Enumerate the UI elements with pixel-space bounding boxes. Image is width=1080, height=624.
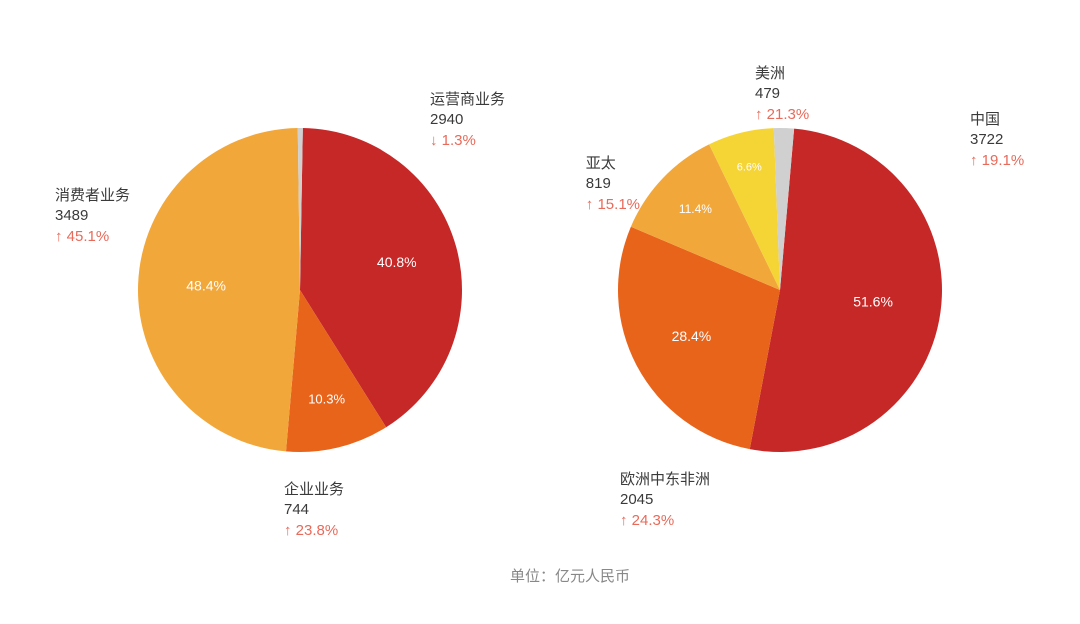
segment-name: 欧洲中东非洲 — [620, 470, 710, 490]
segment-value: 3722 — [970, 130, 1024, 150]
slice-pct-label: 40.8% — [377, 254, 417, 270]
segment-value: 819 — [586, 174, 640, 194]
regional-pie: 51.6% 28.4% 11.4% 6.6% — [616, 126, 944, 454]
segment-name: 亚太 — [586, 154, 640, 174]
segment-label-apac: 亚太819↑ 15.1% — [586, 154, 640, 215]
segment-delta: ↑ 15.1% — [586, 195, 640, 215]
segment-name: 企业业务 — [284, 480, 344, 500]
business-segment-pie: 40.8% 10.3% 48.4% — [136, 126, 464, 454]
segment-value: 479 — [755, 84, 809, 104]
slice-pct-label: 10.3% — [308, 392, 345, 407]
unit-footer: 单位：亿元人民币 — [510, 565, 630, 586]
segment-delta: ↑ 24.3% — [620, 511, 710, 531]
segment-label-americas: 美洲479↑ 21.3% — [755, 64, 809, 125]
segment-name: 美洲 — [755, 64, 809, 84]
segment-label-enterprise: 企业业务744↑ 23.8% — [284, 480, 344, 541]
segment-label-carrier: 运营商业务2940↓ 1.3% — [430, 90, 505, 151]
segment-delta: ↑ 23.8% — [284, 521, 344, 541]
segment-name: 中国 — [970, 110, 1024, 130]
slice-pct-label: 11.4% — [679, 202, 712, 216]
segment-label-china: 中国3722↑ 19.1% — [970, 110, 1024, 171]
segment-delta: ↑ 21.3% — [755, 105, 809, 125]
segment-name: 运营商业务 — [430, 90, 505, 110]
segment-delta: ↑ 19.1% — [970, 151, 1024, 171]
slice-pct-label: 6.6% — [737, 161, 762, 173]
segment-value: 744 — [284, 500, 344, 520]
slice-pct-label: 48.4% — [186, 277, 226, 293]
segment-label-emea: 欧洲中东非洲2045↑ 24.3% — [620, 470, 710, 531]
segment-label-consumer: 消费者业务3489↑ 45.1% — [55, 186, 130, 247]
segment-value: 2045 — [620, 490, 710, 510]
slice-pct-label: 51.6% — [853, 294, 893, 310]
chart-container: { "layout": { "width": 1080, "height": 6… — [0, 0, 1080, 624]
segment-delta: ↑ 45.1% — [55, 227, 130, 247]
segment-delta: ↓ 1.3% — [430, 131, 505, 151]
segment-value: 3489 — [55, 206, 130, 226]
slice-pct-label: 28.4% — [672, 328, 712, 344]
segment-value: 2940 — [430, 110, 505, 130]
segment-name: 消费者业务 — [55, 186, 130, 206]
